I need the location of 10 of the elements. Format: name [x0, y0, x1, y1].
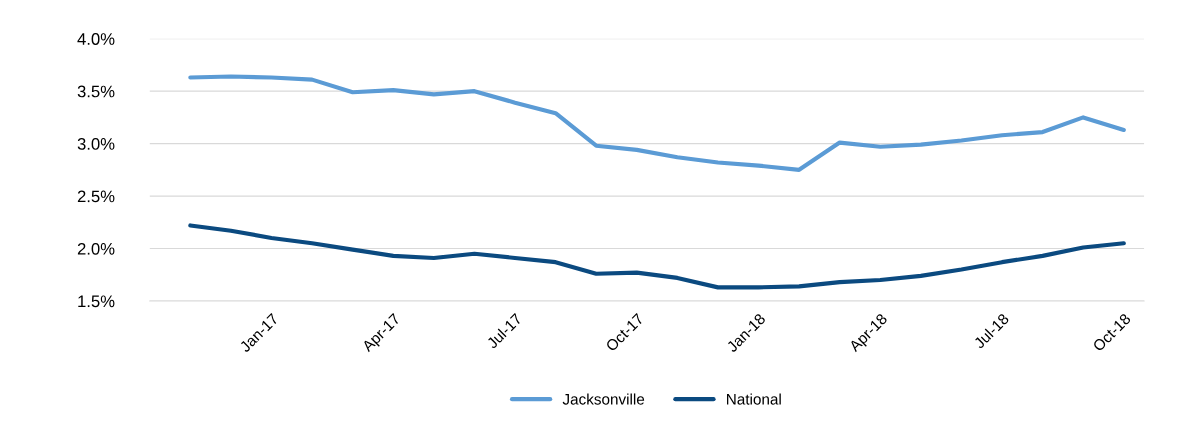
legend-label: National: [727, 393, 781, 405]
legend-label: Jacksonville: [562, 393, 645, 405]
y-tick-label: 1.5%: [78, 295, 115, 308]
line-series: [188, 74, 1126, 172]
y-tick-label: 3.5%: [77, 85, 115, 98]
line-series: [188, 223, 1126, 290]
y-tick-label: 2.0%: [77, 242, 115, 255]
y-tick-label: 4.0%: [77, 33, 115, 45]
y-tick-label: 2.5%: [77, 190, 115, 203]
y-tick-label: 3.0%: [77, 138, 115, 150]
